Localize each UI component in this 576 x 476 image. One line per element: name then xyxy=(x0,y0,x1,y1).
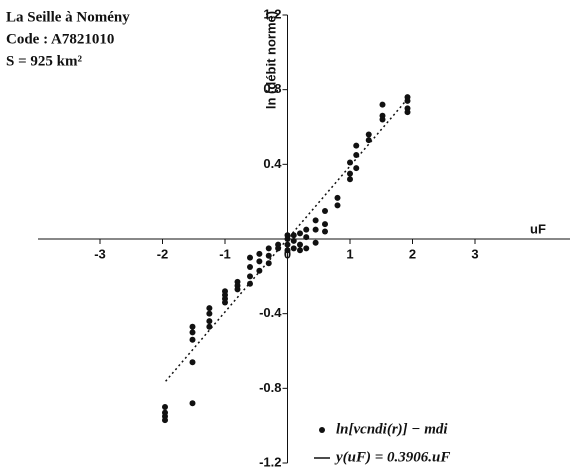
point xyxy=(234,286,241,293)
point xyxy=(256,258,263,265)
y-tick-label: 1.2 xyxy=(263,6,281,21)
point xyxy=(353,142,360,149)
point xyxy=(247,254,253,261)
point xyxy=(334,194,341,201)
point xyxy=(206,318,213,325)
x-tick-label: 3 xyxy=(471,246,478,261)
point xyxy=(265,252,272,259)
point xyxy=(312,239,319,246)
point xyxy=(322,208,328,214)
point xyxy=(206,305,213,312)
point xyxy=(256,267,263,274)
point xyxy=(256,250,263,257)
x-tick-label: -3 xyxy=(94,246,106,261)
y-tick-label: -0.4 xyxy=(259,305,282,320)
annotation: La Seille à Nomény xyxy=(6,9,130,25)
x-tick-label: 0 xyxy=(284,246,291,261)
point xyxy=(347,176,353,183)
point xyxy=(265,245,272,252)
point xyxy=(247,264,253,270)
point xyxy=(353,165,360,172)
y-tick-label: 0.4 xyxy=(263,156,282,171)
point xyxy=(303,234,310,241)
point xyxy=(189,323,196,330)
point xyxy=(275,245,282,252)
point xyxy=(162,404,168,410)
x-tick-label: 2 xyxy=(409,246,416,261)
point xyxy=(379,101,386,108)
point xyxy=(189,359,196,366)
point xyxy=(322,228,328,235)
legend-swatch xyxy=(319,427,325,433)
point xyxy=(404,97,411,104)
y-tick-label: 0.8 xyxy=(263,81,281,96)
point xyxy=(284,247,291,254)
y-tick-label: -0.8 xyxy=(259,380,281,395)
point xyxy=(206,323,213,330)
point xyxy=(290,232,297,239)
annotation: S = 925 km² xyxy=(6,53,82,69)
point xyxy=(189,329,196,336)
point xyxy=(290,245,297,252)
annotation: Code : A7821010 xyxy=(6,31,114,47)
point xyxy=(222,299,228,306)
point xyxy=(290,237,297,244)
point xyxy=(297,247,303,254)
point xyxy=(297,230,303,237)
point xyxy=(347,170,353,177)
point xyxy=(206,310,213,317)
x-tick-label: -1 xyxy=(219,246,231,261)
y-tick-label: -1.2 xyxy=(259,454,281,469)
y-axis-label: ln (débit normé) xyxy=(263,11,278,109)
point xyxy=(303,245,310,252)
x-tick-label: 1 xyxy=(346,246,353,261)
point xyxy=(162,417,168,424)
point xyxy=(312,226,319,233)
legend-label: y(uF) = 0.3906.uF xyxy=(334,449,450,465)
point xyxy=(379,116,386,123)
point xyxy=(365,131,372,138)
point xyxy=(247,273,253,280)
x-tick-label: -2 xyxy=(157,246,169,261)
point xyxy=(322,221,328,228)
legend-label: ln[vcndi(r)] − mdi xyxy=(336,421,448,437)
point xyxy=(284,241,291,248)
point xyxy=(189,400,196,407)
point xyxy=(297,241,303,248)
point xyxy=(189,336,196,343)
point xyxy=(303,226,310,233)
x-axis-label: uF xyxy=(530,221,546,236)
point xyxy=(404,109,411,116)
point xyxy=(334,202,341,209)
point xyxy=(312,217,319,224)
